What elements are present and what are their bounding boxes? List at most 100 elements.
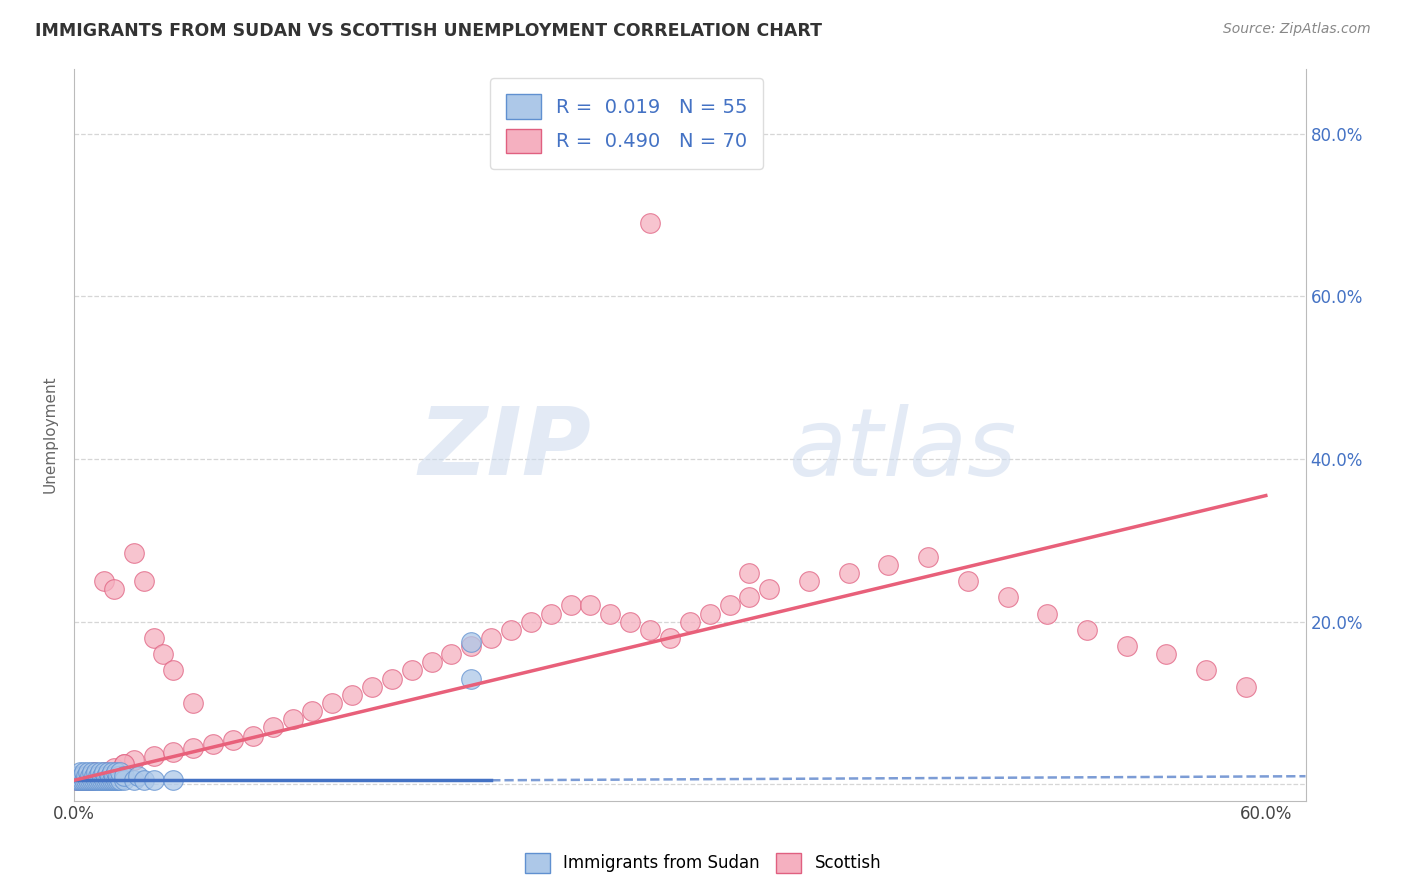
Point [619, 615, 641, 629]
Point [122, 545, 145, 559]
Point [90, 773, 112, 788]
Point [77, 773, 100, 788]
Point [738, 591, 761, 605]
Point [838, 566, 860, 580]
Point [94, 773, 117, 788]
Point [67, 769, 90, 783]
Point [73, 773, 96, 788]
Point [69, 765, 91, 780]
Point [108, 765, 131, 780]
Point [104, 773, 127, 788]
Point [381, 672, 404, 686]
Point [1156, 647, 1178, 661]
Point [112, 757, 135, 772]
Point [73, 765, 96, 780]
Point [162, 745, 184, 759]
Point [1076, 623, 1098, 637]
Point [65, 769, 87, 783]
Point [599, 607, 621, 621]
Point [281, 712, 304, 726]
Point [1115, 639, 1137, 653]
Point [460, 635, 482, 649]
Point [262, 720, 284, 734]
Point [321, 696, 343, 710]
Point [67, 773, 90, 788]
Point [93, 765, 115, 780]
Point [758, 582, 780, 596]
Point [1234, 680, 1257, 694]
Point [70, 769, 93, 783]
Point [162, 773, 184, 788]
Point [718, 599, 741, 613]
Point [79, 769, 101, 783]
Point [132, 574, 155, 588]
Point [103, 773, 125, 788]
Point [658, 631, 681, 645]
Point [75, 769, 97, 783]
Point [80, 773, 103, 788]
Point [520, 615, 543, 629]
Point [93, 574, 115, 588]
Point [579, 599, 602, 613]
Point [997, 591, 1019, 605]
Point [340, 688, 363, 702]
Point [401, 664, 423, 678]
Point [73, 773, 96, 788]
Point [420, 656, 443, 670]
Point [90, 769, 112, 783]
Point [69, 773, 91, 788]
Point [132, 773, 155, 788]
Point [222, 732, 245, 747]
Legend: R =  0.019   N = 55, R =  0.490   N = 70: R = 0.019 N = 55, R = 0.490 N = 70 [491, 78, 763, 169]
Point [79, 773, 101, 788]
Point [98, 769, 121, 783]
Point [97, 773, 120, 788]
Legend: Immigrants from Sudan, Scottish: Immigrants from Sudan, Scottish [517, 847, 889, 880]
Point [638, 216, 661, 230]
Text: atlas: atlas [789, 404, 1017, 495]
Point [107, 769, 129, 783]
Point [93, 765, 115, 780]
Point [162, 664, 184, 678]
Point [80, 773, 103, 788]
Point [181, 696, 204, 710]
Point [87, 773, 110, 788]
Point [142, 748, 165, 763]
Point [98, 773, 121, 788]
Point [797, 574, 820, 588]
Point [127, 769, 149, 783]
Point [70, 773, 93, 788]
Point [122, 773, 145, 788]
Point [103, 769, 125, 783]
Point [679, 615, 702, 629]
Point [75, 773, 97, 788]
Point [1195, 664, 1218, 678]
Point [104, 765, 127, 780]
Point [84, 773, 107, 788]
Point [69, 773, 91, 788]
Text: IMMIGRANTS FROM SUDAN VS SCOTTISH UNEMPLOYMENT CORRELATION CHART: IMMIGRANTS FROM SUDAN VS SCOTTISH UNEMPL… [35, 22, 823, 40]
Point [917, 549, 939, 564]
Point [699, 607, 721, 621]
Point [560, 599, 582, 613]
Text: ZIP: ZIP [419, 403, 592, 495]
Point [83, 773, 105, 788]
Point [540, 607, 562, 621]
Point [152, 647, 174, 661]
Point [67, 769, 90, 783]
Point [87, 769, 110, 783]
Point [460, 639, 482, 653]
Point [956, 574, 979, 588]
Point [108, 773, 131, 788]
Point [75, 769, 97, 783]
Point [499, 623, 522, 637]
Point [77, 773, 100, 788]
Point [89, 765, 111, 780]
Point [80, 765, 103, 780]
Point [202, 737, 225, 751]
Point [112, 757, 135, 772]
Point [65, 773, 87, 788]
Point [242, 729, 264, 743]
Point [122, 753, 145, 767]
Point [107, 773, 129, 788]
